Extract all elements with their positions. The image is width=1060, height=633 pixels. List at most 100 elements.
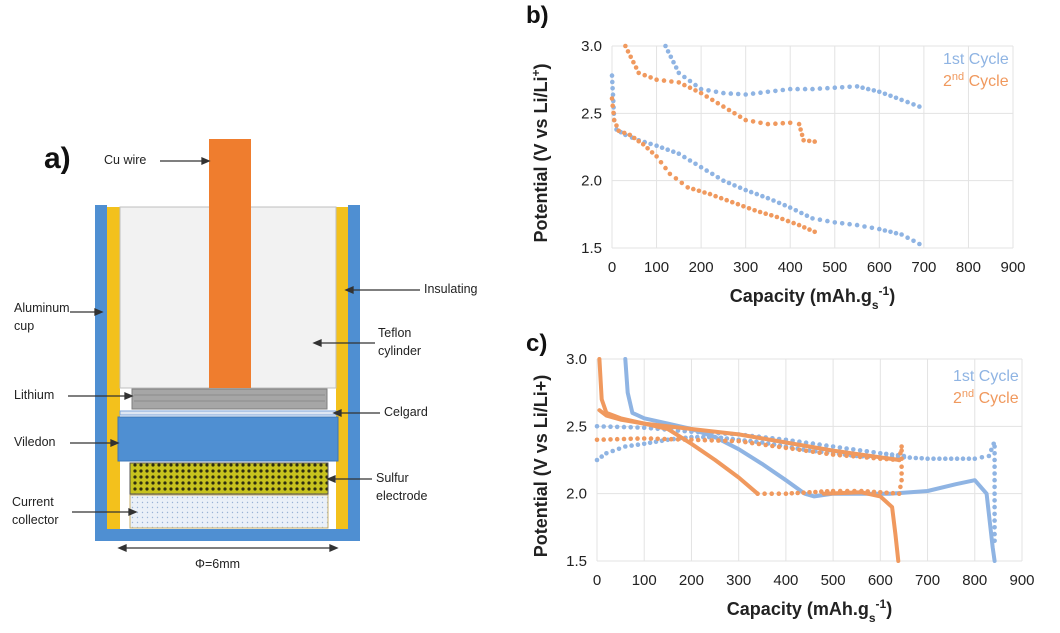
legend-entry: 1st Cycle xyxy=(943,51,1009,68)
data-point xyxy=(654,154,659,159)
data-point xyxy=(673,65,679,70)
data-point xyxy=(797,447,802,453)
data-point xyxy=(847,221,852,227)
data-point xyxy=(693,88,698,93)
data-point xyxy=(905,99,910,105)
data-point xyxy=(732,111,737,116)
data-point xyxy=(830,444,836,449)
chart-b: 0 100 200 300 400 500 600 700 800 900 1.5 2.0 2.5 3.0… xyxy=(529,38,1026,312)
data-point xyxy=(718,195,724,201)
data-point xyxy=(636,70,641,76)
data-point xyxy=(812,229,817,235)
y-tick-label: 1.5 xyxy=(566,553,587,570)
data-point xyxy=(882,91,888,97)
data-point xyxy=(623,43,628,49)
data-point xyxy=(812,139,817,144)
legend-entry: 1st Cycle xyxy=(953,368,1019,385)
data-point xyxy=(735,201,741,207)
label-aluminum-cup-1: Aluminum xyxy=(14,301,70,315)
data-point xyxy=(715,100,721,106)
data-point xyxy=(628,436,633,442)
x-tick-label: 100 xyxy=(644,259,669,276)
data-point xyxy=(810,86,815,92)
sulfur-electrode xyxy=(129,462,329,495)
data-point xyxy=(888,93,893,99)
data-point xyxy=(704,94,709,99)
data-point xyxy=(710,97,715,103)
data-point xyxy=(844,453,849,459)
data-point xyxy=(844,446,849,451)
leader-lines xyxy=(68,157,420,552)
x-tick-label: 100 xyxy=(632,572,657,589)
data-point xyxy=(663,43,668,49)
data-point xyxy=(675,437,681,442)
x-tick-label: 800 xyxy=(962,572,987,589)
data-point xyxy=(899,97,904,103)
data-point xyxy=(610,86,615,91)
data-point xyxy=(679,180,685,186)
current-collector xyxy=(129,494,329,529)
data-point xyxy=(871,450,876,455)
data-point xyxy=(862,224,867,229)
legend-entry: 2nd Cycle xyxy=(953,388,1019,407)
y-tick-label: 3.0 xyxy=(566,351,587,368)
viledon-layer xyxy=(117,416,339,462)
data-point xyxy=(884,490,889,496)
data-point xyxy=(992,518,997,523)
label-sulfur-2: electrode xyxy=(376,489,428,503)
data-point xyxy=(769,491,774,496)
data-point xyxy=(992,498,997,503)
data-point xyxy=(830,488,836,494)
data-point xyxy=(865,489,870,494)
data-point xyxy=(610,92,616,97)
data-point xyxy=(702,437,708,443)
data-point xyxy=(724,197,729,203)
data-point xyxy=(756,441,762,447)
data-point xyxy=(633,65,639,70)
data-point xyxy=(631,59,636,65)
x-tick-label: 300 xyxy=(733,259,758,276)
data-point xyxy=(676,151,682,156)
data-point xyxy=(807,490,812,495)
data-point xyxy=(663,165,668,171)
x-tick-label: 200 xyxy=(689,259,714,276)
data-point xyxy=(877,226,882,232)
data-point xyxy=(689,437,694,443)
data-point xyxy=(695,437,701,443)
data-point xyxy=(765,121,771,127)
series-line xyxy=(597,408,902,462)
data-point xyxy=(992,504,997,510)
data-point xyxy=(752,208,757,213)
data-point xyxy=(854,84,860,89)
data-point xyxy=(899,477,904,483)
data-point xyxy=(807,227,812,232)
x-tick-label: 900 xyxy=(1000,259,1025,276)
data-point xyxy=(676,70,682,76)
data-point xyxy=(667,171,673,177)
data-point xyxy=(801,490,806,495)
label-teflon-2: cylinder xyxy=(378,344,422,358)
data-point xyxy=(635,442,641,447)
data-point xyxy=(776,491,782,496)
data-point xyxy=(783,445,789,451)
label-aluminum-cup-2: cup xyxy=(14,319,35,333)
data-point xyxy=(641,436,647,441)
data-point xyxy=(696,188,702,194)
data-point xyxy=(737,185,743,190)
data-point xyxy=(898,484,903,490)
data-point xyxy=(979,455,985,460)
data-point xyxy=(728,91,734,96)
data-point xyxy=(614,424,620,430)
data-point xyxy=(755,491,760,496)
data-point xyxy=(750,119,756,124)
data-point xyxy=(636,138,641,144)
data-point xyxy=(648,436,654,441)
data-point xyxy=(992,525,997,530)
data-point xyxy=(824,489,830,494)
data-point xyxy=(785,218,791,224)
data-point xyxy=(668,54,674,60)
data-point xyxy=(817,450,822,455)
data-point xyxy=(907,455,913,460)
celgard-layer xyxy=(119,410,337,416)
data-point xyxy=(824,443,829,448)
